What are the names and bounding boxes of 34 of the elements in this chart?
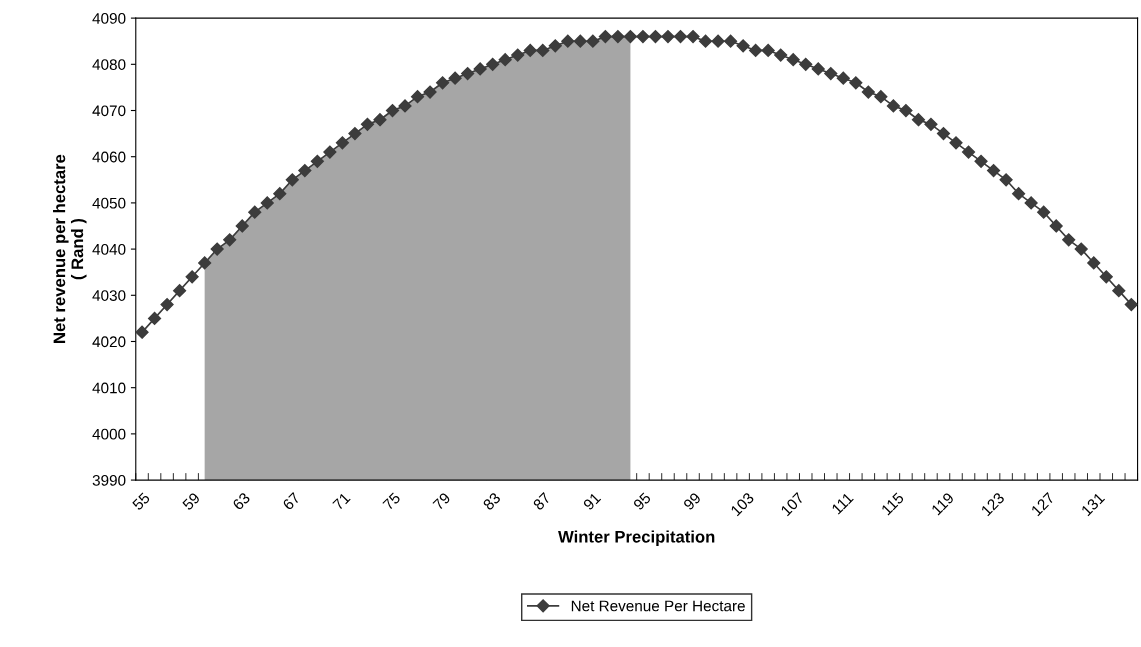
y-tick-label: 4040 [92, 243, 126, 255]
x-tick-label: 99 [682, 491, 702, 511]
y-tick-label: 4050 [92, 197, 126, 209]
x-tick-label: 83 [482, 491, 502, 511]
x-tick-label: 79 [432, 491, 451, 511]
x-tick-label: 91 [582, 492, 602, 511]
x-axis-title: Winter Precipitation [558, 530, 715, 546]
y-tick-label: 4030 [92, 290, 126, 301]
y-tick-label: 3990 [92, 474, 126, 486]
x-tick-label: 87 [532, 492, 552, 511]
x-tick-label: 103 [730, 491, 755, 517]
y-tick-label: 4010 [92, 382, 126, 394]
legend-label: Net Revenue Per Hectare [571, 600, 745, 612]
x-tick-label: 111 [831, 492, 854, 515]
y-tick-label: 4080 [92, 59, 126, 70]
y-tick-label: 4090 [92, 12, 126, 24]
x-tick-label: 107 [780, 492, 805, 517]
y-axis-title: Net revenue per hectare ( Rand ) [53, 154, 87, 343]
x-tick-label: 67 [282, 492, 301, 511]
y-tick-label: 4070 [92, 105, 126, 117]
y-tick-label: 4060 [92, 151, 126, 163]
x-tick-label: 131 [1080, 492, 1106, 517]
x-tick-label: 123 [980, 491, 1006, 517]
x-tick-label: 71 [332, 492, 351, 511]
x-tick-label: 95 [632, 491, 652, 511]
x-tick-label: 115 [880, 492, 905, 516]
x-tick-label: 75 [382, 492, 401, 511]
x-tick-label: 63 [232, 491, 251, 511]
x-tick-label: 127 [1030, 492, 1055, 517]
x-tick-label: 55 [131, 492, 151, 511]
x-tick-label: 59 [181, 491, 201, 511]
y-tick-label: 4020 [92, 336, 126, 348]
x-tick-label: 119 [930, 491, 955, 516]
y-tick-label: 4000 [92, 428, 126, 440]
